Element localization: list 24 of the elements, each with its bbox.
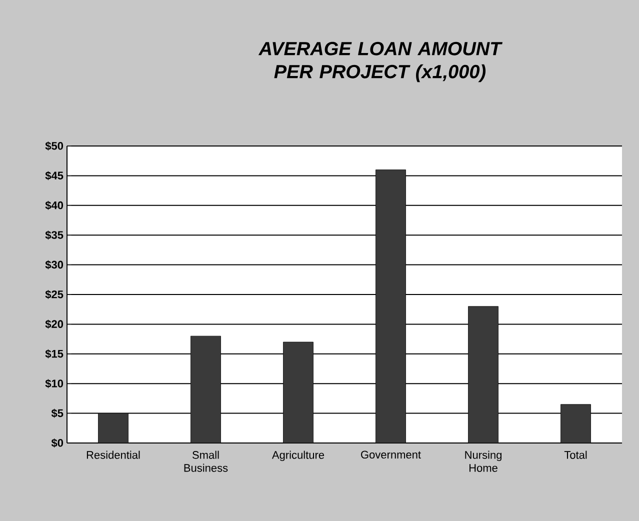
chart-title: AVERAGE LOAN AMOUNT PER PROJECT (x1,000) bbox=[258, 42, 503, 82]
bar bbox=[283, 342, 314, 443]
x-tick-label: Small Business bbox=[184, 450, 228, 472]
x-tick-label: Government bbox=[361, 450, 421, 459]
y-tick-label: $50 bbox=[45, 142, 64, 150]
y-tick-label: $15 bbox=[45, 349, 64, 358]
bar bbox=[98, 413, 128, 443]
bar bbox=[190, 336, 221, 443]
y-tick-label: $10 bbox=[45, 379, 64, 388]
bar bbox=[560, 404, 591, 443]
x-tick-label: Total bbox=[564, 450, 587, 459]
bar bbox=[468, 306, 498, 443]
y-tick-label: $35 bbox=[45, 230, 64, 240]
bar bbox=[376, 170, 406, 443]
y-tick-label: $45 bbox=[45, 171, 64, 180]
y-tick-label: $5 bbox=[51, 408, 64, 418]
y-tick-label: $30 bbox=[45, 260, 64, 270]
x-tick-label: Residential bbox=[86, 450, 140, 459]
x-tick-label: Agriculture bbox=[272, 450, 324, 462]
y-tick-label: $20 bbox=[45, 320, 64, 329]
y-tick-label: $25 bbox=[45, 290, 64, 299]
y-tick-label: $40 bbox=[45, 200, 64, 210]
x-tick-label: Nursing Home bbox=[465, 450, 502, 472]
y-tick-label: $0 bbox=[51, 438, 64, 448]
